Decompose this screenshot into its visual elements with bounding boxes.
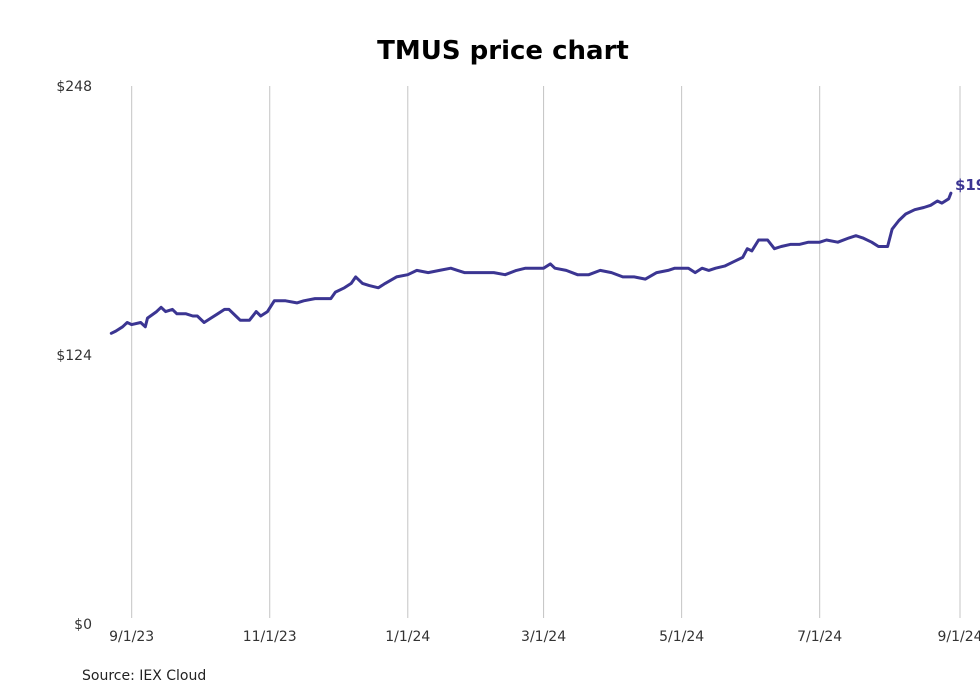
- last-price-label: $198.58: [955, 176, 980, 194]
- x-tick-label: 1/1/24: [385, 629, 430, 645]
- y-tick-label: $0: [74, 617, 92, 633]
- x-tick-label: 3/1/24: [521, 629, 566, 645]
- vertical-grid: [131, 86, 961, 618]
- y-axis-ticks: $0 $124 $248: [56, 79, 92, 633]
- y-tick-label: $124: [56, 348, 92, 364]
- source-note: Source: IEX Cloud: [82, 668, 207, 684]
- y-tick-label: $248: [56, 79, 92, 95]
- x-axis-ticks: 9/1/23 11/1/23 1/1/24 3/1/24 5/1/24 7/1/24 9/1…: [109, 629, 980, 645]
- chart-title: TMUS price chart: [377, 36, 629, 66]
- x-tick-label: 11/1/23: [243, 629, 297, 645]
- x-tick-label: 7/1/24: [797, 629, 842, 645]
- x-tick-label: 9/1/24: [937, 629, 980, 645]
- x-tick-label: 5/1/24: [659, 629, 704, 645]
- x-tick-label: 9/1/23: [109, 629, 154, 645]
- price-line: [109, 191, 953, 335]
